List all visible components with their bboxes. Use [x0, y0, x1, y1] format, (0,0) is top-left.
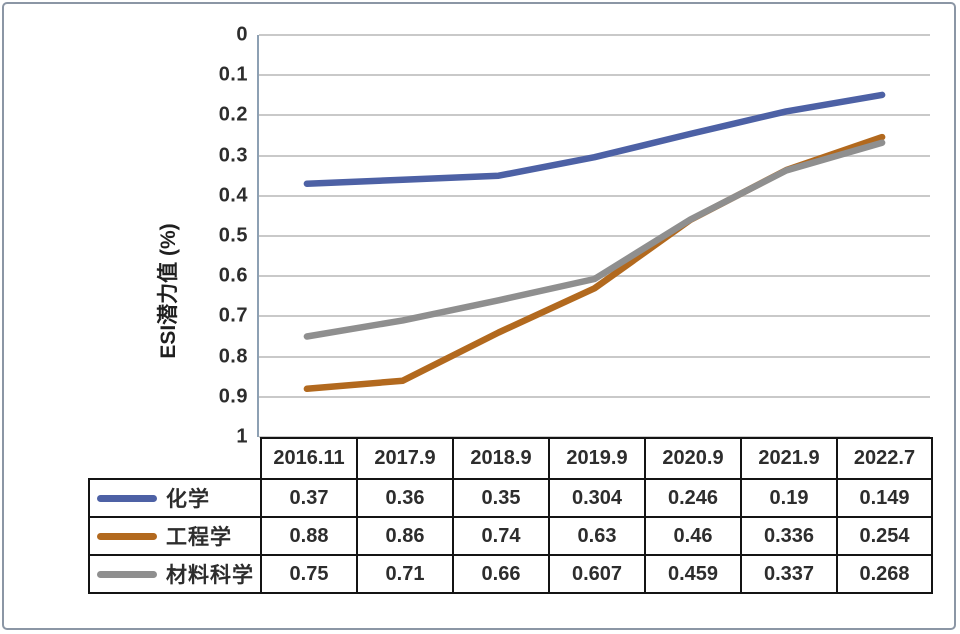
gridline: [259, 34, 930, 36]
y-tick-label: 0.3: [218, 144, 248, 167]
legend-cell-chemistry: 化学: [88, 478, 262, 518]
table-header-row: 2016.11 2017.9 2018.9 2019.9 2020.9 2021.9 202…: [89, 437, 933, 480]
gridline: [259, 315, 930, 318]
plot-area: [257, 34, 930, 438]
legend-label: 材料科学: [166, 564, 254, 587]
gridline: [259, 395, 930, 398]
value-cell: 0.268: [836, 554, 933, 594]
value-cell: 0.46: [644, 516, 742, 556]
legend-line-swatch-chemistry: [97, 494, 157, 502]
y-tick-label: 0.5: [218, 224, 248, 247]
column-header: 2021.9: [740, 437, 838, 480]
table-row-engineering: 工程学 0.88 0.86 0.74 0.63 0.46 0.336 0.254: [88, 516, 933, 556]
line-series-svg: [303, 91, 886, 393]
column-header: 2017.9: [356, 437, 454, 480]
value-cell: 0.19: [740, 478, 838, 518]
gridline: [259, 74, 930, 77]
y-tick-label: 0: [236, 23, 248, 46]
legend-label: 工程学: [166, 526, 232, 549]
value-cell: 0.74: [452, 516, 550, 556]
table-row-chemistry: 化学 0.37 0.36 0.35 0.304 0.246 0.19 0.149: [88, 478, 933, 518]
value-cell: 0.63: [548, 516, 646, 556]
series-line-engineering: [303, 133, 886, 393]
column-header: 2018.9: [452, 437, 550, 480]
legend-cell-engineering: 工程学: [88, 516, 262, 556]
legend-cell-materials-science: 材料科学: [88, 554, 262, 594]
value-cell: 0.88: [260, 516, 358, 556]
column-header: 2022.7: [836, 437, 933, 480]
y-tick-label: 0.4: [218, 184, 248, 207]
value-cell: 0.336: [740, 516, 838, 556]
data-table: 2016.11 2017.9 2018.9 2019.9 2020.9 2021.9 202…: [88, 437, 933, 594]
value-cell: 0.254: [836, 516, 933, 556]
legend-line-swatch-engineering: [97, 532, 157, 540]
column-header: 2020.9: [644, 437, 742, 480]
table-row-materials-science: 材料科学 0.75 0.71 0.66 0.607 0.459 0.337 0.268: [88, 554, 933, 594]
column-header: 2019.9: [548, 437, 646, 480]
series-line-materials-science: [303, 139, 886, 340]
y-tick-label: 0.9: [218, 385, 248, 408]
y-tick-label: 0.1: [218, 63, 248, 86]
y-tick-label: 0.6: [218, 264, 248, 287]
value-cell: 0.35: [452, 478, 550, 518]
legend-label: 化学: [166, 488, 210, 511]
legend-line-swatch-materials-science: [97, 570, 157, 578]
value-cell: 0.459: [644, 554, 742, 594]
value-cell: 0.36: [356, 478, 454, 518]
gridline: [259, 436, 930, 438]
y-tick-label: 0.2: [218, 103, 248, 126]
gridline: [259, 194, 930, 197]
y-tick-label: 0.7: [218, 304, 248, 327]
y-tick-label: 0.8: [218, 345, 248, 368]
value-cell: 0.37: [260, 478, 358, 518]
column-header: 2016.11: [260, 437, 358, 480]
value-cell: 0.71: [356, 554, 454, 594]
gridline: [259, 114, 930, 117]
y-tick-label: 1: [236, 425, 248, 448]
value-cell: 0.337: [740, 554, 838, 594]
y-axis-tick-labels: 0 0.1 0.2 0.3 0.4 0.5 0.6 0.7 0.8 0.9 1: [144, 24, 248, 448]
value-cell: 0.149: [836, 478, 933, 518]
value-cell: 0.246: [644, 478, 742, 518]
value-cell: 0.66: [452, 554, 550, 594]
value-cell: 0.86: [356, 516, 454, 556]
table-corner-cell: [89, 438, 261, 479]
series-line-chemistry: [303, 91, 886, 187]
y-axis-line: [257, 35, 259, 437]
gridline: [259, 355, 930, 358]
value-cell: 0.75: [260, 554, 358, 594]
value-cell: 0.304: [548, 478, 646, 518]
value-cell: 0.607: [548, 554, 646, 594]
gridline: [259, 235, 930, 237]
